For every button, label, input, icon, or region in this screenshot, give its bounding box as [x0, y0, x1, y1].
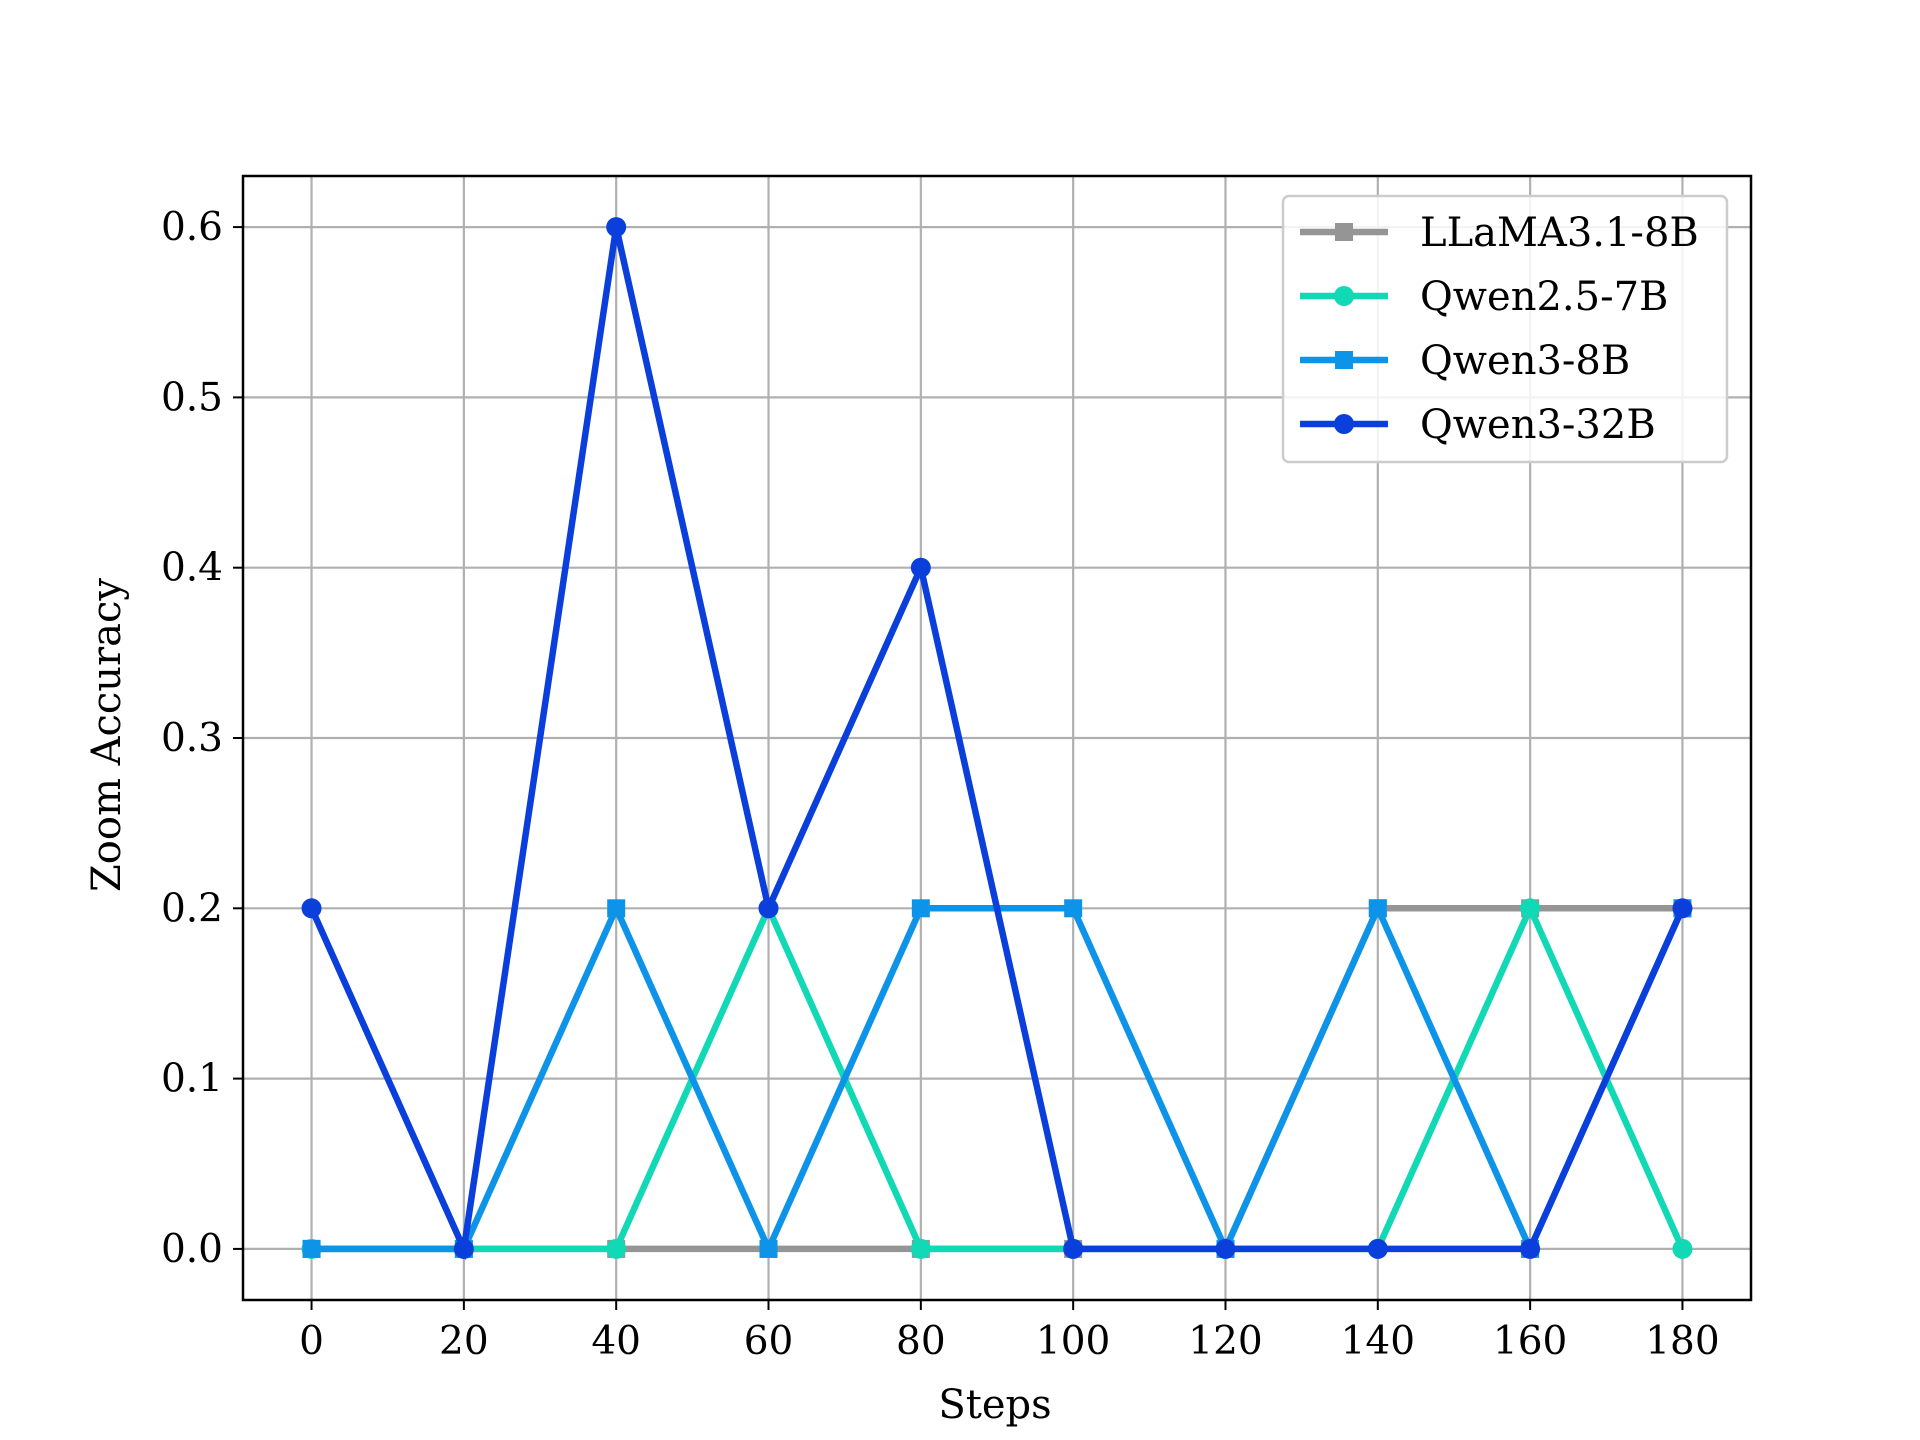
x-tick-label: 20	[439, 1319, 489, 1364]
legend-swatch-marker	[1335, 351, 1353, 369]
data-point-qwen2-5-7b	[1520, 898, 1541, 919]
y-tick-label: 0.1	[161, 1057, 223, 1102]
data-point-qwen2-5-7b	[910, 1238, 931, 1259]
data-point-qwen3-32b	[606, 217, 627, 238]
x-tick-label: 100	[1036, 1319, 1110, 1364]
data-point-qwen3-8b	[759, 1239, 778, 1258]
data-point-qwen3-8b	[302, 1239, 321, 1258]
plot-series	[301, 217, 1693, 1261]
data-point-qwen3-8b	[1368, 899, 1387, 918]
data-point-qwen3-32b	[453, 1238, 474, 1259]
legend-label: LLaMA3.1-8B	[1420, 210, 1699, 256]
x-tick-label: 140	[1341, 1319, 1415, 1364]
legend-swatch-marker	[1334, 286, 1354, 306]
legend-item-qwen3-8b: Qwen3-8B	[1300, 338, 1630, 384]
legend-label: Qwen2.5-7B	[1420, 274, 1668, 320]
data-point-qwen3-8b	[607, 899, 626, 918]
data-point-qwen3-32b	[758, 898, 779, 919]
y-tick-label: 0.3	[161, 716, 223, 761]
x-tick-label: 180	[1645, 1319, 1719, 1364]
legend: LLaMA3.1-8B Qwen2.5-7B Qwen3-8B Qwen3-32B	[1281, 194, 1729, 464]
y-axis-label: Zoom Accuracy	[84, 578, 130, 892]
data-point-qwen3-32b	[1215, 1238, 1236, 1259]
x-axis-ticks: 0 20 40 60 80 100 120 140 160 180	[299, 1300, 1720, 1364]
data-point-qwen3-32b	[1367, 1238, 1388, 1259]
x-tick-label: 0	[299, 1319, 324, 1364]
data-point-qwen3-8b	[911, 899, 930, 918]
legend-swatch-marker	[1335, 223, 1353, 241]
x-axis-label: Steps	[938, 1382, 1051, 1428]
data-point-qwen3-32b	[910, 557, 931, 578]
x-tick-label: 40	[591, 1319, 641, 1364]
data-point-qwen2-5-7b	[606, 1238, 627, 1259]
y-tick-label: 0.5	[161, 375, 223, 420]
series-line-qwen3-32b	[308, 226, 1686, 1261]
legend-item-qwen3-32b: Qwen3-32B	[1300, 402, 1656, 448]
data-point-qwen3-32b	[301, 898, 322, 919]
y-tick-label: 0.6	[161, 205, 223, 250]
legend-item-qwen2-5-7b: Qwen2.5-7B	[1300, 274, 1668, 320]
legend-label: Qwen3-32B	[1420, 402, 1656, 448]
data-point-qwen3-32b	[1520, 1238, 1541, 1259]
legend-box	[1281, 194, 1729, 464]
legend-label: Qwen3-8B	[1420, 338, 1630, 384]
series-qwen3-32b	[301, 217, 1693, 1261]
data-point-qwen3-32b	[1063, 1238, 1084, 1259]
y-axis-ticks: 0.0 0.1 0.2 0.3 0.4 0.5 0.6	[161, 205, 243, 1272]
x-tick-label: 80	[896, 1319, 946, 1364]
x-tick-label: 160	[1493, 1319, 1567, 1364]
data-point-qwen3-32b	[1672, 898, 1693, 919]
x-tick-label: 120	[1188, 1319, 1262, 1364]
y-tick-label: 0.0	[161, 1227, 223, 1272]
legend-item-llama3-1-8b: LLaMA3.1-8B	[1300, 210, 1699, 256]
legend-swatch-marker	[1334, 414, 1354, 434]
x-tick-label: 60	[744, 1319, 794, 1364]
y-tick-label: 0.4	[161, 546, 223, 591]
data-point-qwen2-5-7b	[1672, 1238, 1693, 1259]
data-point-qwen3-8b	[1064, 899, 1083, 918]
y-tick-label: 0.2	[161, 886, 223, 931]
